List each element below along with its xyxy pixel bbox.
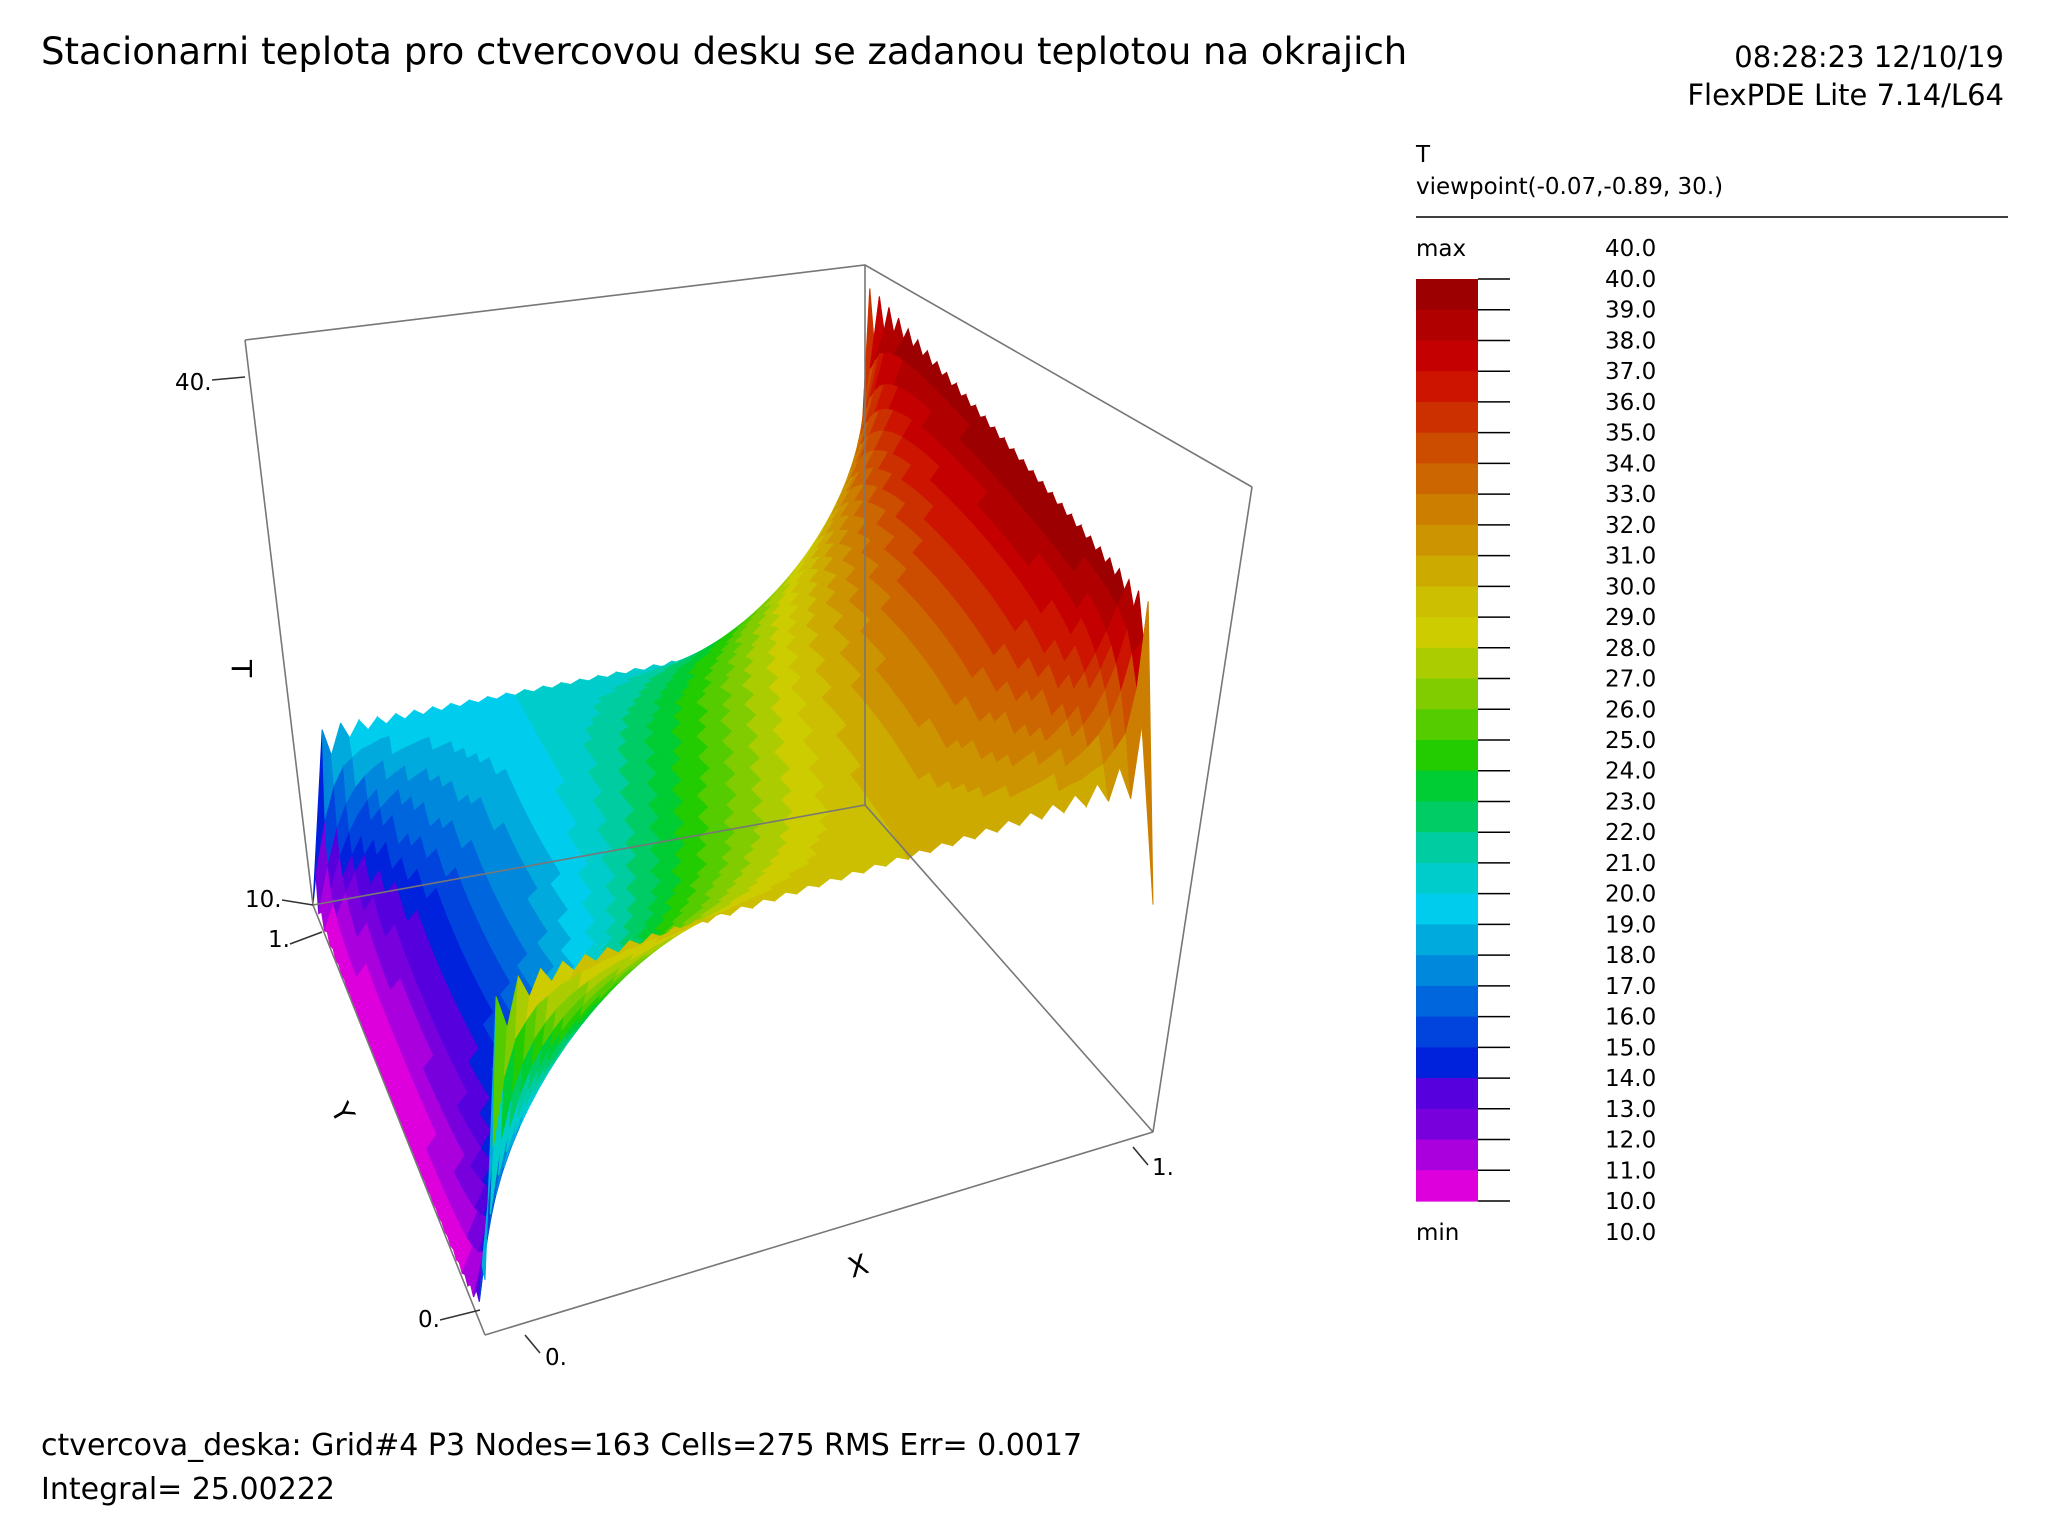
legend-swatch	[1416, 432, 1478, 464]
box-front-bottom	[484, 1131, 1154, 1336]
legend-level-label: 37.0	[1605, 359, 1656, 385]
legend-swatch	[1416, 555, 1478, 587]
y-tick-far-label: 1.	[268, 927, 290, 953]
legend-swatch	[1416, 279, 1478, 311]
y-tick-near	[439, 1309, 481, 1321]
legend-level-label: 16.0	[1605, 1005, 1656, 1031]
box-back-vertical-left	[244, 339, 314, 906]
app-version: FlexPDE Lite 7.14/L64	[1687, 78, 2004, 112]
legend-max-label: max	[1416, 236, 1467, 262]
legend-swatch	[1416, 770, 1478, 803]
legend-level-label: 31.0	[1605, 544, 1656, 570]
legend-swatch	[1416, 617, 1478, 649]
legend-level-label: 27.0	[1605, 667, 1656, 693]
surface-layer	[312, 288, 1154, 1302]
box-bottom-back	[312, 804, 866, 906]
legend-swatch	[1416, 1170, 1478, 1202]
t-axis-label: T	[225, 659, 258, 678]
surface-cell	[1136, 601, 1154, 905]
legend-variable: T	[1416, 142, 1431, 168]
legend-level-label: 15.0	[1605, 1035, 1656, 1061]
legend-swatch	[1416, 740, 1478, 772]
legend-swatch	[1416, 862, 1478, 895]
legend-swatch	[1416, 955, 1478, 987]
legend-level-label: 40.0	[1605, 267, 1656, 293]
x-tick-left-label: 0.	[545, 1345, 567, 1371]
legend-level-label: 22.0	[1605, 820, 1656, 846]
legend-swatch	[1416, 1047, 1478, 1079]
legend-level-label: 17.0	[1605, 974, 1656, 1000]
legend-swatch	[1416, 893, 1478, 925]
color-legend: 40.0 39.0 38.0 37.0 36.0 35.0 34.0 33.0 32.0 31.0…	[1416, 267, 1656, 1215]
box-right-vertical	[1152, 486, 1253, 1133]
legend-swatch	[1416, 1139, 1478, 1171]
legend-level-label: 20.0	[1605, 882, 1656, 908]
legend-level-label: 13.0	[1605, 1097, 1656, 1123]
legend-viewpoint: viewpoint(-0.07,-0.89, 30.)	[1416, 174, 1724, 200]
legend-level-label: 35.0	[1605, 421, 1656, 447]
y-tick-far	[289, 931, 323, 945]
box-back-top	[244, 264, 1253, 488]
legend-level-label: 19.0	[1605, 912, 1656, 938]
legend-swatch	[1416, 647, 1478, 680]
timestamp: 08:28:23 12/10/19	[1734, 40, 2004, 74]
x-tick-right-label: 1.	[1152, 1155, 1174, 1181]
legend-level-label: 23.0	[1605, 789, 1656, 815]
legend-swatch	[1416, 1108, 1478, 1141]
legend-level-label: 14.0	[1605, 1066, 1656, 1092]
t-tick-bottom-label: 10.	[245, 887, 282, 913]
t-tick-top	[211, 376, 246, 381]
legend-level-label: 39.0	[1605, 298, 1656, 324]
legend-level-label: 36.0	[1605, 390, 1656, 416]
legend-level-label: 21.0	[1605, 851, 1656, 877]
legend-swatch	[1416, 586, 1478, 618]
legend-level-label: 29.0	[1605, 605, 1656, 631]
x-tick-left	[524, 1334, 541, 1354]
legend-swatch	[1416, 1016, 1478, 1048]
legend-swatch	[1416, 309, 1478, 342]
legend-level-label: 34.0	[1605, 451, 1656, 477]
legend-swatch	[1416, 371, 1478, 403]
legend-min-label: min	[1416, 1220, 1460, 1246]
legend-min-value: 10.0	[1605, 1220, 1657, 1246]
legend-level-label: 26.0	[1605, 697, 1656, 723]
legend-max-value: 40.0	[1605, 236, 1657, 262]
legend-level-label: 32.0	[1605, 513, 1656, 539]
legend-level-label: 11.0	[1605, 1158, 1656, 1184]
t-tick-top-label: 40.	[175, 370, 212, 396]
legend-swatch	[1416, 340, 1478, 372]
legend-level-label: 38.0	[1605, 328, 1656, 354]
y-tick-near-label: 0.	[418, 1307, 440, 1333]
legend-swatch	[1416, 709, 1478, 741]
legend-swatch	[1416, 524, 1478, 557]
legend-swatch	[1416, 401, 1478, 434]
t-tick-bottom	[281, 899, 314, 906]
legend-swatch	[1416, 924, 1478, 956]
x-tick-right	[1132, 1146, 1149, 1166]
legend-level-label: 12.0	[1605, 1128, 1656, 1154]
legend-swatch	[1416, 494, 1478, 526]
bounding-box	[244, 264, 1253, 1336]
box-floor-diag	[864, 804, 1154, 1133]
legend-level-label: 25.0	[1605, 728, 1656, 754]
legend-level-label: 30.0	[1605, 574, 1656, 600]
legend-swatch	[1416, 1078, 1478, 1110]
x-axis-label: X	[844, 1247, 872, 1284]
page-title: Stacionarni teplota pro ctvercovou desku…	[41, 30, 1408, 73]
legend-swatch	[1416, 801, 1478, 833]
legend-level-label: 24.0	[1605, 759, 1656, 785]
legend-swatch	[1416, 463, 1478, 495]
box-left-bottom	[312, 904, 486, 1336]
run-info: ctvercova_deska: Grid#4 P3 Nodes=163 Cel…	[41, 1428, 1083, 1463]
legend-level-label: 33.0	[1605, 482, 1656, 508]
legend-level-label: 28.0	[1605, 636, 1656, 662]
legend-level-label: 10.0	[1605, 1189, 1656, 1215]
legend-level-label: 18.0	[1605, 943, 1656, 969]
legend-swatch	[1416, 985, 1478, 1018]
y-axis-label: Y	[323, 1096, 361, 1129]
integral-info: Integral= 25.00222	[41, 1472, 335, 1507]
legend-swatch	[1416, 832, 1478, 864]
legend-swatch	[1416, 678, 1478, 710]
